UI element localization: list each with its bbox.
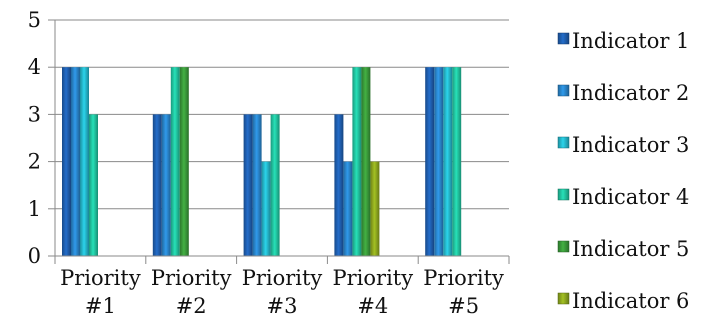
bar-cat4-indicator2 [343, 161, 353, 256]
y-tick-label-3: 3 [28, 102, 41, 126]
bar-cat5-indicator4 [452, 67, 462, 256]
bar-cat4-indicator6 [370, 161, 380, 256]
bar-cat1-indicator4 [89, 114, 98, 257]
x-tick-label-2: Priority #2 [151, 266, 232, 318]
bar-cat2-indicator1 [152, 114, 162, 257]
x-tick-label-line: #1 [85, 294, 116, 318]
legend-label-indicator-5: Indicator 5 [572, 237, 689, 261]
bar-cat1-indicator1 [62, 67, 71, 256]
bar-cat5-indicator1 [425, 67, 435, 256]
legend-swatch-indicator-5 [557, 240, 570, 253]
legend-swatch-indicator-4 [557, 188, 570, 201]
x-tick-label-line: Priority [60, 266, 141, 290]
x-tick-label-line: #5 [448, 294, 479, 318]
y-tick-label-0: 0 [28, 244, 41, 268]
bar-cat2-indicator2 [161, 114, 171, 257]
x-tick-label-line: Priority [242, 266, 323, 290]
x-tick-label-line: #3 [267, 294, 298, 318]
y-tick-label-4: 4 [28, 55, 41, 79]
bar-cat4-indicator4 [352, 67, 362, 256]
bar-cat2-indicator4 [170, 67, 180, 256]
x-tick-label-1: Priority #1 [60, 266, 141, 318]
legend-label-indicator-3: Indicator 3 [572, 133, 689, 157]
legend-label-indicator-6: Indicator 6 [572, 289, 689, 313]
y-tick-label-5: 5 [28, 8, 41, 32]
y-tick-label-2: 2 [28, 150, 41, 174]
x-tick-label-line: #4 [357, 294, 388, 318]
legend-swatch-indicator-1 [557, 32, 570, 45]
legend-label-indicator-1: Indicator 1 [572, 29, 689, 53]
bar-cat3-indicator3 [261, 161, 271, 256]
legend-swatch-indicator-2 [557, 84, 570, 97]
x-tick-label-3: Priority #3 [242, 266, 323, 318]
bar-cat4-indicator5 [361, 67, 371, 256]
bar-cat1-indicator3 [80, 67, 89, 256]
bar-cat3-indicator2 [252, 114, 262, 257]
x-tick-label-line: Priority [333, 266, 414, 290]
x-tick-label-5: Priority #5 [423, 266, 504, 318]
legend-label-indicator-2: Indicator 2 [572, 81, 689, 105]
bar-cat3-indicator4 [270, 114, 280, 257]
x-tick-label-4: Priority #4 [333, 266, 414, 318]
legend-swatch-indicator-6 [557, 292, 570, 305]
legend-label-indicator-4: Indicator 4 [572, 185, 689, 209]
x-tick-label-line: #2 [176, 294, 207, 318]
bars-layer [62, 67, 462, 257]
x-tick-label-line: Priority [423, 266, 504, 290]
bar-cat5-indicator2 [434, 67, 444, 256]
bar-cat5-indicator3 [443, 67, 453, 256]
bar-cat3-indicator1 [243, 114, 253, 257]
x-tick-label-line: Priority [151, 266, 232, 290]
bar-cat1-indicator2 [71, 67, 80, 256]
legend: Indicator 1 Indicator 2 Indicator 3 Indicat… [557, 29, 689, 313]
bar-cat2-indicator5 [179, 67, 189, 256]
y-tick-label-1: 1 [28, 197, 41, 221]
legend-swatch-indicator-3 [557, 136, 570, 149]
bar-cat4-indicator1 [334, 114, 344, 257]
